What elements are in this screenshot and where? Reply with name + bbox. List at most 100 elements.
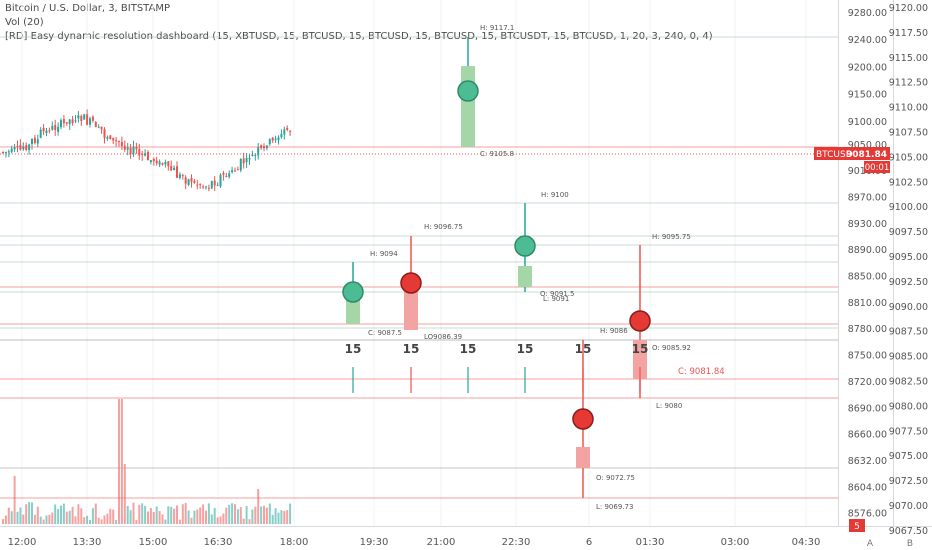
volume-bar bbox=[25, 504, 28, 524]
volume-bar bbox=[260, 506, 263, 524]
candle-body bbox=[115, 140, 118, 142]
candle-body bbox=[126, 147, 129, 150]
x-tick-label: 01:30 bbox=[636, 537, 665, 548]
x-tick-label: 15:00 bbox=[139, 537, 168, 548]
x-tick-label: 21:00 bbox=[427, 537, 456, 548]
dashboard-annotation: L: 9091 bbox=[543, 295, 569, 303]
volume-bar bbox=[115, 519, 118, 524]
x-tick-label: 19:30 bbox=[360, 537, 389, 548]
volume-bar bbox=[54, 504, 57, 524]
candle-body bbox=[31, 138, 33, 145]
volume-bar bbox=[274, 508, 277, 524]
volume-bar bbox=[271, 514, 274, 524]
candle-body bbox=[36, 139, 39, 144]
volume-bar bbox=[80, 508, 83, 524]
dashboard-marker[interactable] bbox=[629, 310, 651, 332]
candle-body bbox=[210, 181, 213, 189]
candle-body bbox=[10, 148, 13, 152]
candle-body bbox=[7, 151, 10, 153]
countdown-text: 00:01 bbox=[865, 163, 890, 173]
left-price-tick: 8750.00 bbox=[848, 351, 887, 362]
price-axis-area[interactable] bbox=[838, 0, 932, 526]
candle-body bbox=[4, 152, 7, 154]
volume-bar bbox=[181, 504, 184, 524]
dashboard-indicator-label[interactable]: [RD] Easy dynamic resolution dashboard (… bbox=[5, 31, 713, 42]
volume-bar bbox=[138, 504, 141, 524]
volume-bar bbox=[31, 502, 33, 524]
left-price-tick: 9280.00 bbox=[848, 8, 887, 19]
volume-bar bbox=[251, 509, 254, 524]
candle-body bbox=[118, 141, 120, 143]
volume-bar bbox=[196, 509, 199, 524]
x-tick-label: 13:30 bbox=[73, 537, 102, 548]
dashboard-annotation: C: 9087.5 bbox=[368, 329, 402, 337]
dashboard-body bbox=[576, 447, 590, 468]
volume-bar bbox=[176, 505, 178, 524]
dashboard-annotation: O: 9072.75 bbox=[596, 474, 635, 482]
candle-body bbox=[135, 147, 138, 150]
candle-body bbox=[138, 149, 141, 156]
candle-body bbox=[190, 177, 193, 182]
volume-bar bbox=[16, 511, 19, 524]
candle-body bbox=[207, 187, 210, 189]
candle-body bbox=[147, 152, 149, 161]
candle-body bbox=[62, 119, 65, 124]
volume-bar bbox=[106, 513, 109, 524]
volume-bar bbox=[2, 519, 4, 524]
volume-bar bbox=[62, 503, 65, 524]
volume-bar bbox=[228, 504, 231, 524]
candle-body bbox=[274, 138, 277, 140]
x-tick-label: 16:30 bbox=[204, 537, 233, 548]
dashboard-marker[interactable] bbox=[572, 408, 594, 430]
volume-bar bbox=[147, 511, 149, 524]
candle-body bbox=[155, 160, 158, 164]
candle-body bbox=[68, 119, 71, 124]
auto-scale-button: A bbox=[867, 539, 874, 549]
candle-body bbox=[277, 137, 280, 141]
candle-body bbox=[89, 118, 91, 125]
right-price-tick: 9070.00 bbox=[889, 501, 928, 512]
candle-body bbox=[149, 160, 152, 163]
right-price-tick: 9085.00 bbox=[889, 352, 928, 363]
volume-bar bbox=[13, 476, 16, 524]
candle-body bbox=[91, 116, 94, 121]
volume-bar bbox=[242, 518, 245, 524]
candle-body bbox=[268, 139, 271, 144]
dashboard-marker[interactable] bbox=[514, 235, 536, 257]
price-tag-symbol: BTCUSD bbox=[816, 150, 853, 160]
candle-body bbox=[176, 166, 178, 178]
dashboard-marker[interactable] bbox=[400, 272, 422, 294]
volume-bar bbox=[289, 503, 292, 524]
volume-bar bbox=[219, 516, 222, 524]
volume-bar bbox=[149, 508, 152, 524]
volume-bar bbox=[68, 510, 71, 524]
volume-bar bbox=[45, 515, 48, 524]
volume-bar bbox=[94, 503, 97, 524]
candle-body bbox=[97, 126, 100, 128]
right-price-tick: 9087.50 bbox=[889, 327, 928, 338]
candle-body bbox=[39, 129, 42, 138]
dashboard-marker[interactable] bbox=[457, 80, 479, 102]
dashboard-marker[interactable] bbox=[342, 281, 364, 303]
right-price-tick: 9120.00 bbox=[889, 3, 928, 14]
right-price-tick: 9102.50 bbox=[889, 177, 928, 188]
volume-bar bbox=[190, 517, 193, 524]
candle-body bbox=[86, 114, 89, 125]
price-tag-value: 9081.84 bbox=[846, 150, 887, 160]
right-price-tick: 9075.00 bbox=[889, 451, 928, 462]
volume-bar bbox=[268, 503, 271, 524]
volume-bar bbox=[257, 489, 260, 524]
volume-indicator-label[interactable]: Vol (20) bbox=[5, 17, 44, 28]
volume-bar bbox=[248, 519, 251, 524]
candle-body bbox=[33, 137, 36, 144]
right-price-tick: 9117.50 bbox=[889, 28, 928, 39]
candle-body bbox=[173, 167, 176, 171]
volume-bar bbox=[205, 510, 207, 524]
volume-bar bbox=[193, 510, 196, 524]
candle-body bbox=[161, 163, 164, 165]
dashboard-annotation: LO9086.39 bbox=[424, 333, 462, 341]
volume-bar bbox=[126, 505, 129, 524]
right-price-tick: 9110.00 bbox=[889, 103, 928, 114]
volume-bar bbox=[170, 506, 173, 524]
